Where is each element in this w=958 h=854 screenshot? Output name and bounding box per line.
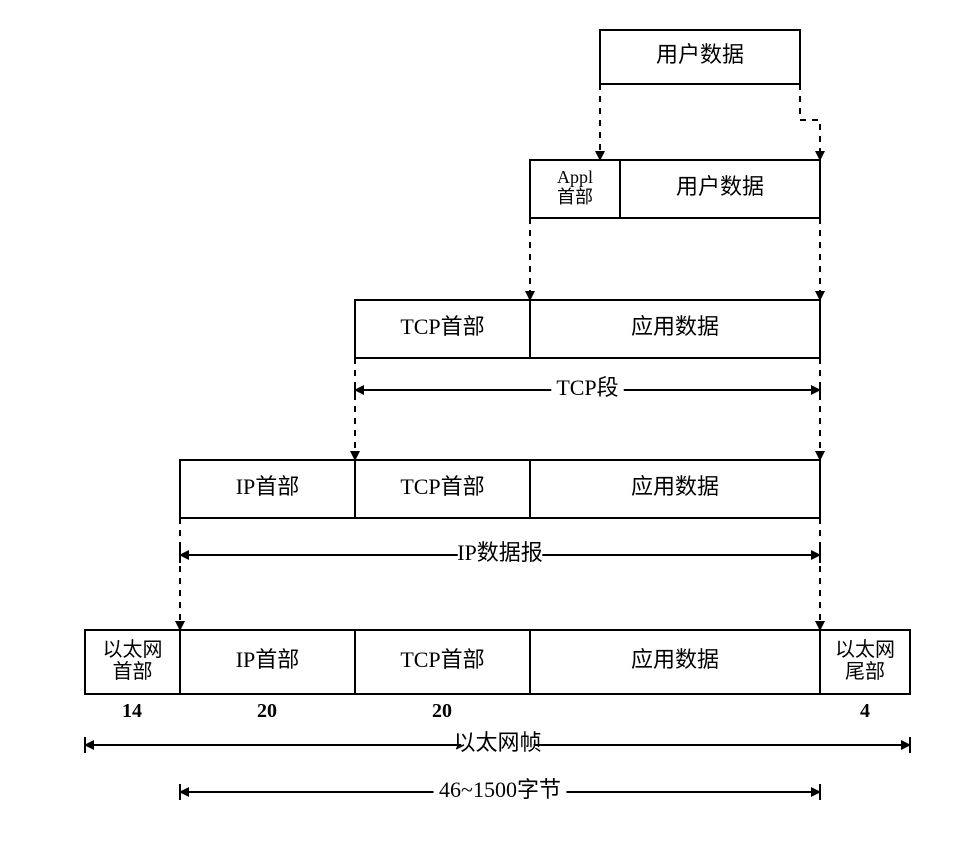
encapsulation-diagram: 用户数据Appl首部用户数据TCP首部应用数据IP首部TCP首部应用数据以太网首… xyxy=(0,0,958,854)
cell-label: Appl首部 xyxy=(557,167,593,207)
size-label: 20 xyxy=(432,700,452,722)
cell-label: 用户数据 xyxy=(676,174,764,199)
cell-label: TCP首部 xyxy=(400,314,484,339)
encapsulation-arrow xyxy=(800,84,820,160)
size-label: 4 xyxy=(860,700,870,722)
cell-label: TCP首部 xyxy=(400,474,484,499)
cell-label: 应用数据 xyxy=(631,647,719,672)
cell-label: 应用数据 xyxy=(631,314,719,339)
diagram-svg: 用户数据Appl首部用户数据TCP首部应用数据IP首部TCP首部应用数据以太网首… xyxy=(0,0,958,854)
cell-label: 用户数据 xyxy=(656,42,744,67)
span-label: 46~1500字节 xyxy=(439,777,561,802)
cell-label: TCP首部 xyxy=(400,647,484,672)
span-label: 以太网帧 xyxy=(453,730,541,755)
span-label: TCP段 xyxy=(556,375,618,400)
size-label: 14 xyxy=(122,700,142,722)
cell-label: IP首部 xyxy=(236,647,300,672)
cell-label: IP首部 xyxy=(236,474,300,499)
span-label: IP数据报 xyxy=(457,540,543,565)
size-label: 20 xyxy=(257,700,277,722)
cell-label: 应用数据 xyxy=(631,474,719,499)
